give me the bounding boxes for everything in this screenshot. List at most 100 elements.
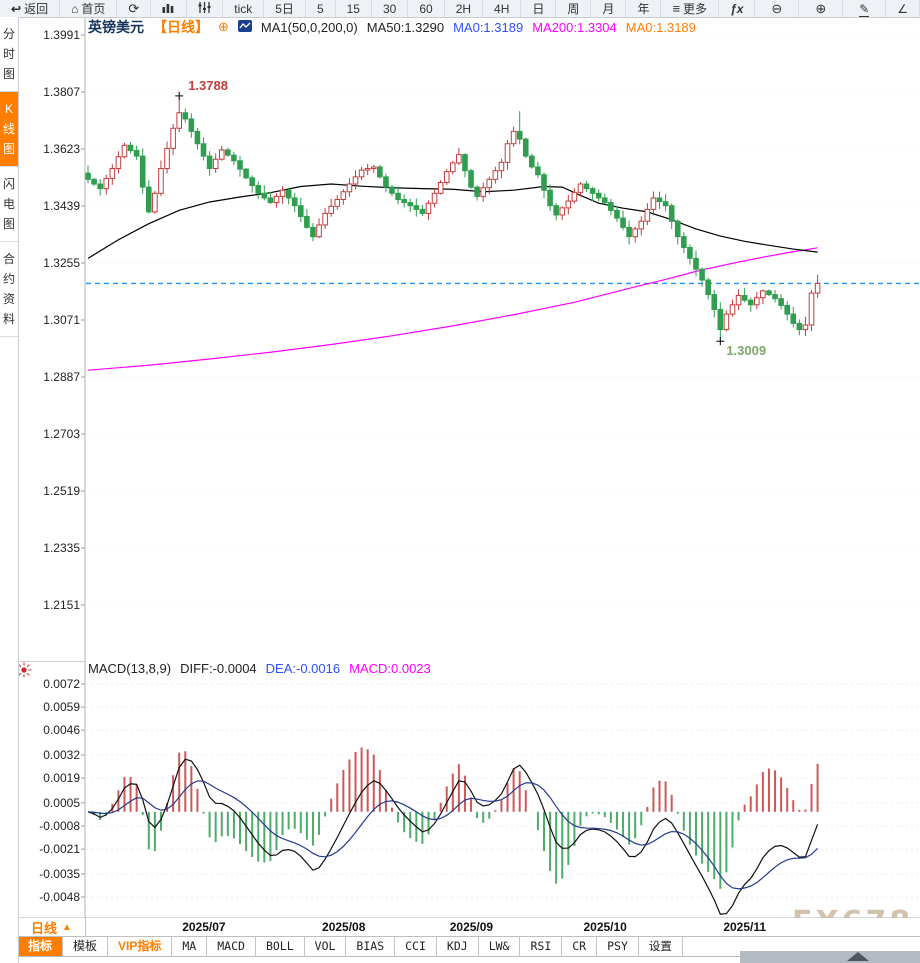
tab-vol[interactable]: VOL [305,937,347,956]
tab-indicator[interactable]: 指标 [18,937,64,956]
x-axis-row: 2025/07 2025/08 2025/09 2025/10 2025/11 [18,918,920,937]
tab-macd[interactable]: MACD [207,937,256,956]
macd-bar-value: MACD:0.0023 [349,661,431,676]
x-axis-label: 2025/09 [449,920,494,934]
tab-ma[interactable]: MA [172,937,208,956]
ma0-blue-value: MA0:1.3189 [453,19,524,35]
tab-settings[interactable]: 设置 [639,937,683,956]
svg-text:-0.0021: -0.0021 [39,842,80,856]
sliders-icon [198,1,211,16]
formula-button[interactable]: ƒx [719,0,756,17]
period-badge: 【日线】 [153,19,209,35]
interval-2h-button[interactable]: 2H [445,0,484,17]
tab-kdj[interactable]: KDJ [437,937,479,956]
kline-chart-button[interactable] [151,0,188,17]
symbol-name: 英镑美元 [88,19,144,35]
indicator-tabbar: 指标 模板 VIP指标 MA MACD BOLL VOL BIAS CCI KDJ LW& RSI CR… [18,937,920,957]
interval-30m-button-label: 30 [382,1,397,16]
interval-15m-button[interactable]: 15 [336,0,372,17]
indicator-sliders-button[interactable] [187,0,224,17]
svg-text:0.0019: 0.0019 [43,771,80,785]
svg-text:0.0059: 0.0059 [43,700,80,714]
zoom-out-icon: ⊖ [771,0,783,16]
ma200-value: MA200:1.3304 [532,19,617,35]
angle-tool-button[interactable]: ∠ [886,0,920,17]
tab-template[interactable]: 模板 [63,937,109,956]
interval-tick-button[interactable]: tick [223,0,265,17]
add-indicator-icon[interactable]: ⊕ [218,19,229,34]
tab-rsi[interactable]: RSI [520,937,563,956]
more-button-label: 更多 [683,2,708,16]
svg-text:1.2703: 1.2703 [43,427,80,441]
svg-text:-0.0008: -0.0008 [39,819,80,833]
interval-4h-button[interactable]: 4H [483,0,522,17]
ma0-orange-value: MA0:1.3189 [625,19,696,35]
tab-cci[interactable]: CCI [395,937,437,956]
x-axis-label: 2025/10 [583,920,627,934]
interval-week-button-label: 周 [567,2,580,16]
interval-60m-button[interactable]: 60 [408,0,445,17]
kline-icon [237,19,252,35]
chevron-up-icon: ▲ [62,921,72,933]
indicator-settings-icon[interactable] [16,662,32,678]
sidebar-item-time-chart[interactable]: 分时图 [0,17,18,92]
macd-header-row: MACD(13,8,9) DIFF:-0.0004 DEA:-0.0016 MA… [88,661,431,676]
zoom-out-button[interactable]: ⊖ [755,0,800,17]
tab-bias[interactable]: BIAS [346,937,396,956]
tab-psy[interactable]: PSY [597,937,639,956]
zoom-in-button[interactable]: ⊕ [799,0,844,17]
refresh-button[interactable]: ⟳ [117,0,152,17]
formula-button-label: ƒx [730,1,744,16]
interval-60m-button-label: 60 [419,1,433,16]
svg-text:0.0046: 0.0046 [43,723,80,737]
refresh-icon: ⟳ [128,0,140,16]
svg-text:1.2519: 1.2519 [43,484,80,498]
interval-day-button-label: 日 [532,2,545,16]
svg-text:0.0005: 0.0005 [43,796,80,810]
svg-text:1.3788: 1.3788 [188,78,228,93]
svg-text:1.2151: 1.2151 [43,598,80,612]
interval-month-button[interactable]: 月 [591,0,627,17]
sidebar-item-kline-chart[interactable]: K线图 [0,92,18,167]
svg-text:1.3439: 1.3439 [43,199,80,213]
interval-30m-button[interactable]: 30 [372,0,409,17]
sidebar-item-lightning-chart[interactable]: 闪电图 [0,167,18,242]
interval-5m-button[interactable]: 5 [306,0,336,17]
interval-2h-button-label: 2H [455,1,472,16]
svg-text:1.3071: 1.3071 [43,313,80,327]
svg-text:1.3991: 1.3991 [43,28,80,42]
interval-5d-button-label: 5日 [275,2,294,16]
macd-dea-value: DEA:-0.0016 [265,661,341,676]
interval-5m-button-label: 5 [316,1,324,16]
tab-vip-indicator[interactable]: VIP指标 [108,937,173,956]
panel-expander[interactable] [740,951,920,963]
tab-boll[interactable]: BOLL [256,937,305,956]
interval-5d-button[interactable]: 5日 [264,0,306,17]
x-axis-label: 2025/08 [322,920,366,934]
interval-15m-button-label: 15 [346,1,360,16]
svg-text:-0.0035: -0.0035 [39,867,80,881]
left-sidebar: 分时图 K线图 闪电图 合约资料 [0,17,19,963]
sidebar-item-contract-info[interactable]: 合约资料 [0,242,18,337]
back-button[interactable]: ↩ 返回 [0,0,61,17]
back-button-label: 返回 [24,2,49,16]
interval-tick-button-label: tick [234,1,253,16]
svg-text:1.2887: 1.2887 [43,370,80,384]
angle-icon: ∠ [897,1,909,16]
interval-year-button[interactable]: 年 [626,0,662,17]
interval-week-button[interactable]: 周 [556,0,592,17]
interval-day-button[interactable]: 日 [521,0,557,17]
home-button[interactable]: ⌂ 首页 [60,0,118,17]
more-button[interactable]: ≡ 更多 [661,0,720,17]
tab-cr[interactable]: CR [562,937,598,956]
home-icon: ⌂ [71,1,79,16]
period-selector[interactable]: 日线 ▲ [18,918,86,936]
tab-lw[interactable]: LW& [479,937,521,956]
draw-button[interactable]: ✎ [843,0,887,17]
macd-diff-value: DIFF:-0.0004 [180,661,257,676]
svg-text:0.0072: 0.0072 [43,677,80,691]
home-button-label: 首页 [81,2,106,16]
svg-text:-0.0048: -0.0048 [39,890,80,904]
pencil-icon: ✎ [859,1,870,17]
interval-month-button-label: 月 [602,2,615,16]
